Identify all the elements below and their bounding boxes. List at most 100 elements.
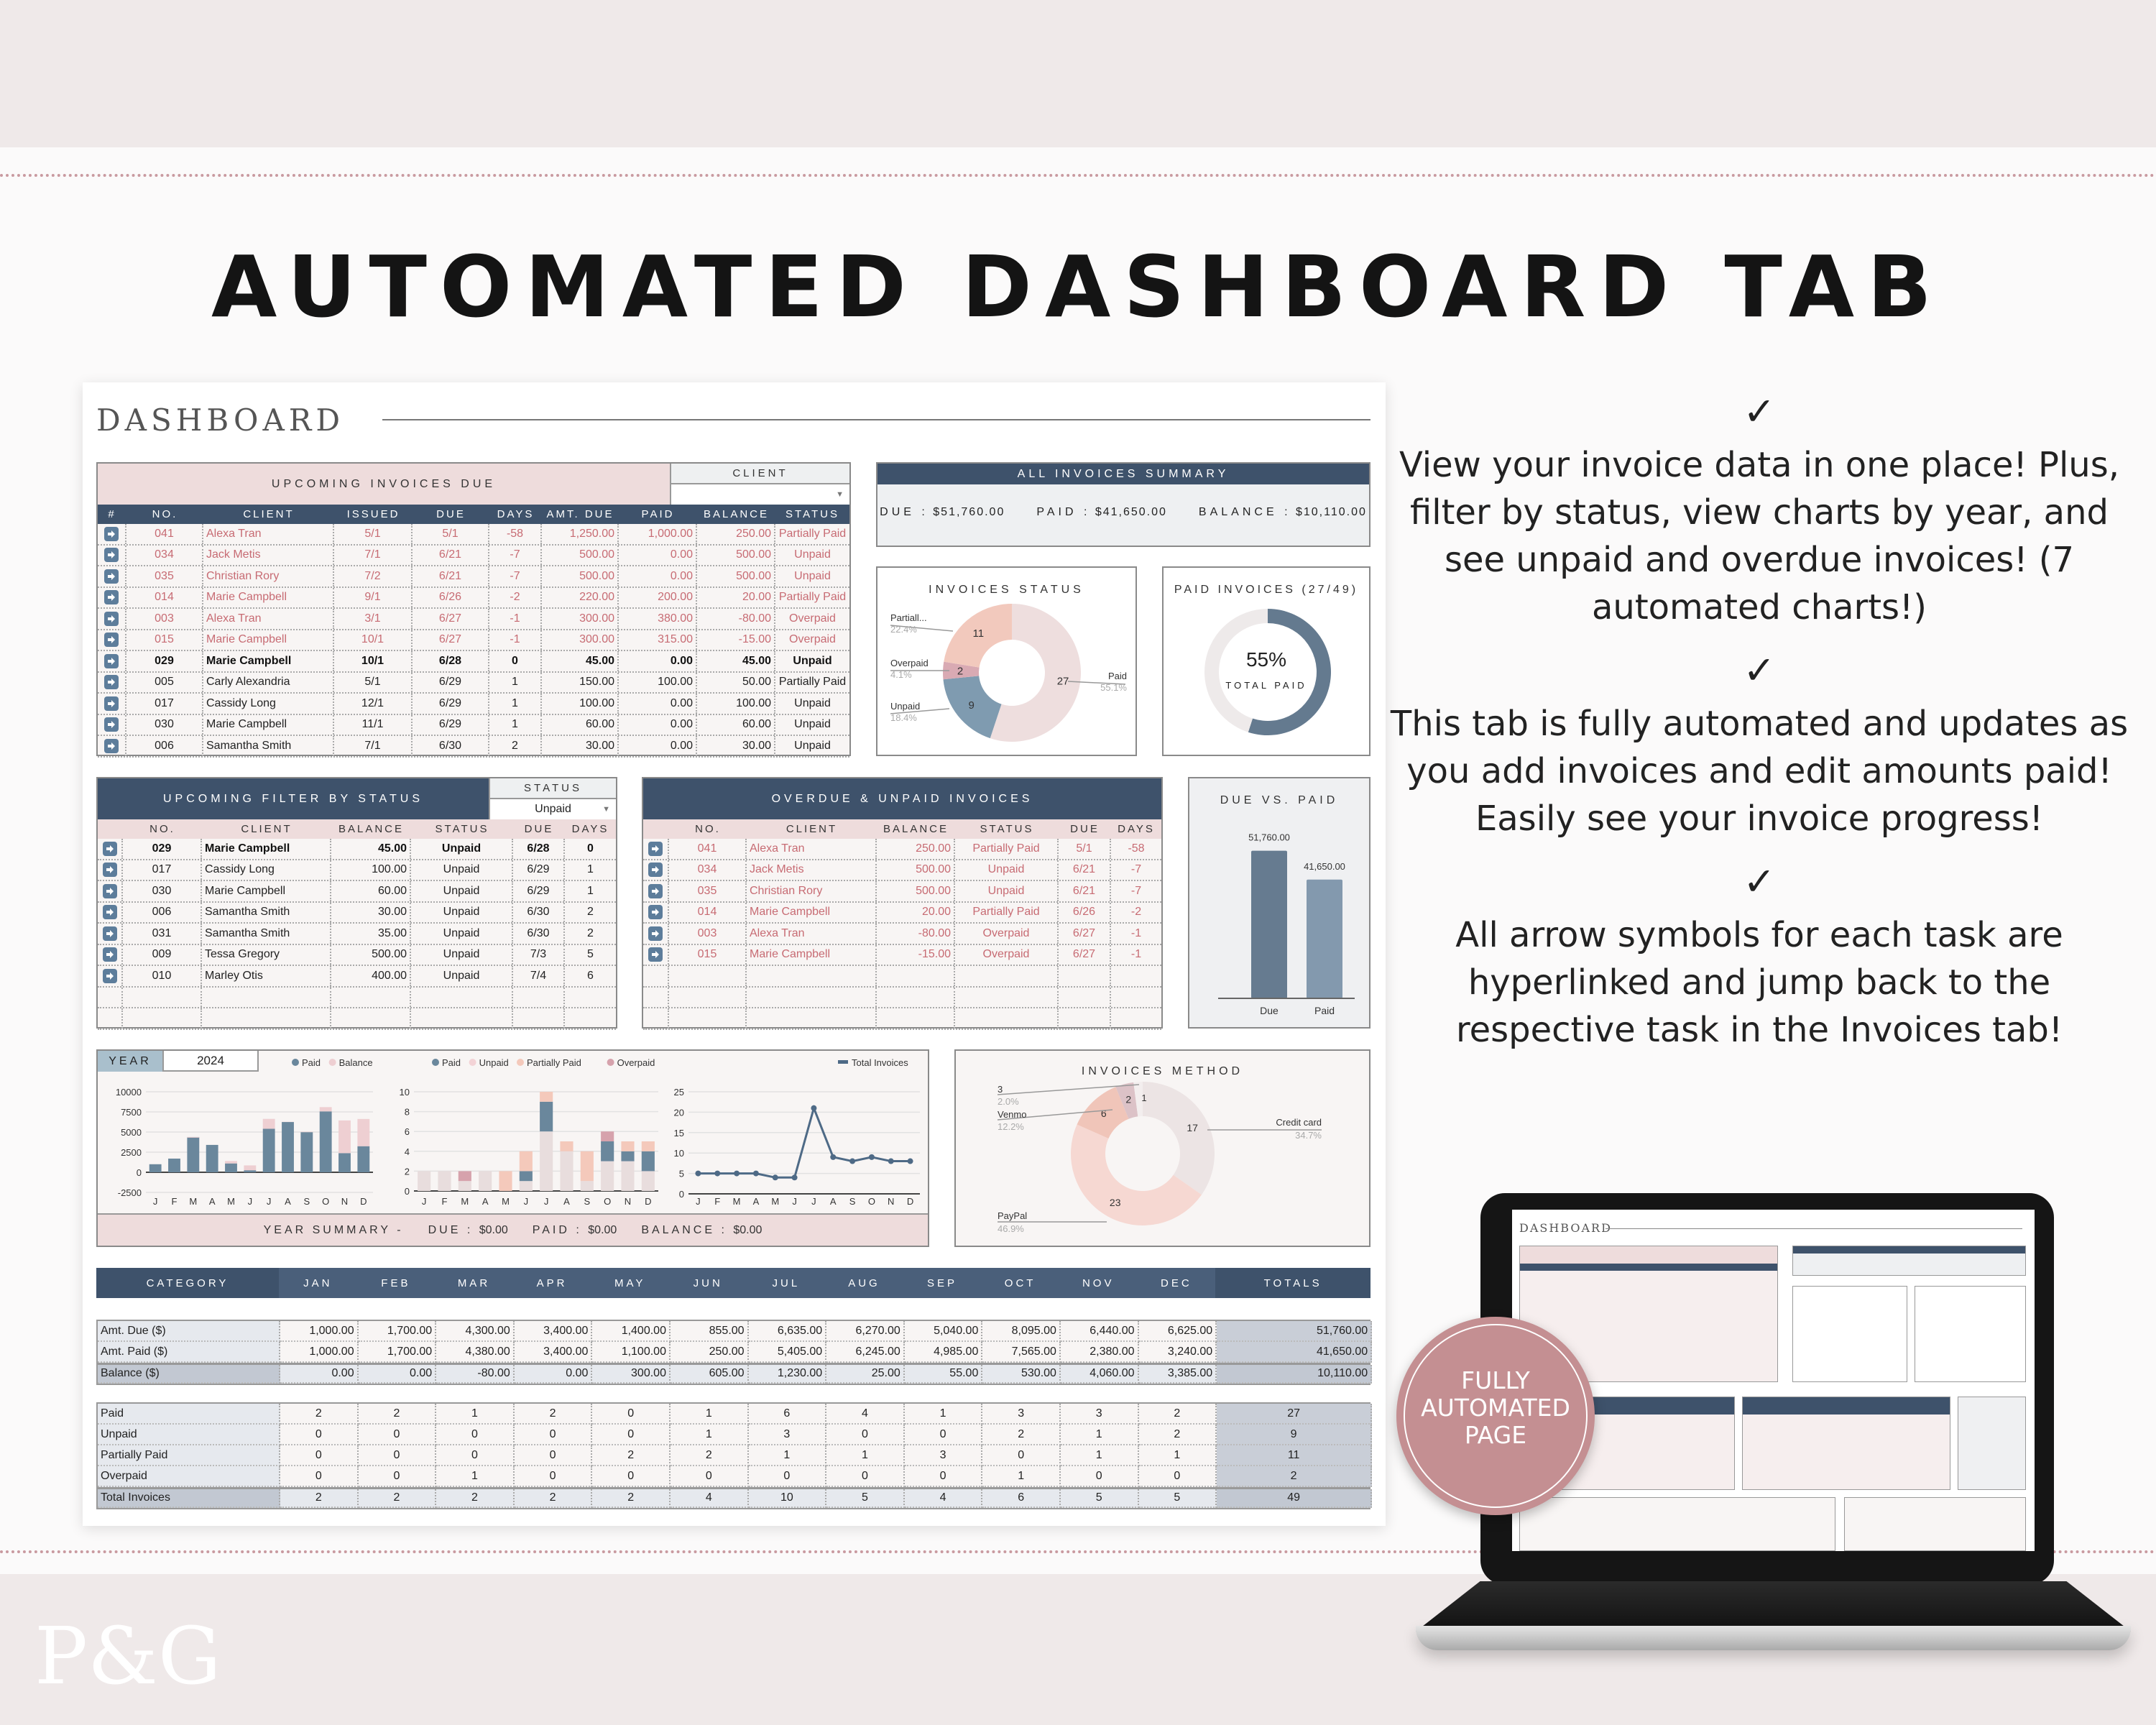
arrow-right-icon[interactable] <box>104 569 119 584</box>
arrow-right-icon[interactable] <box>648 926 663 941</box>
cell-no <box>669 987 747 1007</box>
cell-due: 5/1 <box>1059 839 1111 859</box>
month-value: 3 <box>748 1425 827 1445</box>
arrow-right-icon[interactable] <box>102 905 117 920</box>
arrow-right-icon[interactable] <box>102 841 117 856</box>
cell-client: Alexa Tran <box>747 924 877 944</box>
arrow-right-icon[interactable] <box>104 590 119 605</box>
month-value: 4,985.00 <box>904 1342 983 1363</box>
year-balance-value: $0.00 <box>733 1223 763 1236</box>
month-value: 0.00 <box>514 1365 593 1384</box>
arrow-right-icon[interactable] <box>104 526 119 541</box>
cell-days: -2 <box>489 587 542 607</box>
arrow-link-cell <box>98 545 126 565</box>
month-value: 2 <box>358 1489 437 1508</box>
cell-client <box>202 1008 331 1029</box>
cell-issued: 5/1 <box>334 524 413 544</box>
client-filter-dropdown[interactable]: ▼ <box>671 484 849 505</box>
month-value: 1,700.00 <box>358 1321 437 1342</box>
month-value: 4 <box>826 1404 905 1425</box>
month-value: 2 <box>670 1445 749 1466</box>
month-value: 3,240.00 <box>1138 1342 1217 1363</box>
cell-days: -7 <box>1130 863 1142 876</box>
slice-label-unpaid: Unpaid <box>890 701 921 712</box>
arrow-right-icon[interactable] <box>104 653 119 668</box>
amount-bar-balance <box>225 1161 237 1164</box>
arrow-right-icon[interactable] <box>102 968 117 983</box>
year-input[interactable]: 2024 <box>162 1051 259 1072</box>
arrow-right-icon[interactable] <box>104 696 119 711</box>
total-invoices-point <box>734 1170 740 1177</box>
table-row: 030 Marie Campbell 60.00 Unpaid 6/29 1 <box>98 881 616 903</box>
due-vs-paid-chart: DUE VS. PAID 51,760.00 Due 41,650.00 Paid <box>1188 777 1370 1029</box>
row-label: Balance ($) <box>98 1365 280 1384</box>
cell-amt: 30.00 <box>542 736 619 756</box>
arrow-right-icon[interactable] <box>104 611 119 626</box>
status-filter-dropdown[interactable]: Unpaid ▼ <box>490 799 616 820</box>
method-slice <box>1143 1082 1215 1195</box>
month-value: 1,400.00 <box>592 1321 671 1342</box>
month-value: 6,270.00 <box>826 1321 905 1342</box>
legend-swatch <box>328 1059 336 1066</box>
slice-value-label: 17 <box>1187 1122 1198 1133</box>
cell-days: 6 <box>587 969 594 982</box>
dropdown-arrow-icon[interactable]: ▼ <box>602 804 610 814</box>
legend-label: Unpaid <box>479 1057 509 1068</box>
arrow-link-cell <box>98 736 126 756</box>
arrow-right-icon[interactable] <box>102 862 117 878</box>
month-value: 1 <box>1060 1445 1139 1466</box>
client-filter[interactable]: CLIENT ▼ <box>670 464 849 505</box>
cell-client: Samantha Smith <box>203 736 334 756</box>
y-tick-label: 5000 <box>121 1127 142 1138</box>
column-header: DUE <box>1070 823 1100 835</box>
arrow-right-icon[interactable] <box>102 926 117 941</box>
cell-status <box>955 1008 1059 1029</box>
arrow-right-icon[interactable] <box>104 675 119 690</box>
table-row: 041 Alexa Tran 5/1 5/1 -58 1,250.00 1,000.00 25… <box>98 524 849 546</box>
dropdown-arrow-icon[interactable]: ▼ <box>836 489 844 499</box>
bar-value-label: 41,650.00 <box>1304 861 1345 872</box>
checkmark-icon: ✓ <box>1743 390 1776 433</box>
x-tick-label: N <box>341 1196 348 1207</box>
cell-due: 6/21 <box>413 545 489 565</box>
amount-bar-paid <box>187 1136 200 1172</box>
arrow-right-icon[interactable] <box>648 905 663 920</box>
cell-balance: 35.00 <box>331 924 411 944</box>
arrow-right-icon[interactable] <box>104 548 119 563</box>
paid-caption: TOTAL PAID <box>1225 680 1307 691</box>
cell-due: 6/26 <box>1059 902 1111 922</box>
cell-issued: 3/1 <box>334 609 413 629</box>
month-value: 1 <box>436 1404 515 1425</box>
arrow-right-icon[interactable] <box>102 883 117 898</box>
cell-amt: 220.00 <box>542 587 619 607</box>
invoices-status-donut: 27 9 2 11 <box>890 604 1126 742</box>
cell-balance: 400.00 <box>331 966 411 986</box>
table-row: 003 Alexa Tran -80.00 Overpaid 6/27 -1 <box>643 924 1161 945</box>
arrow-right-icon[interactable] <box>648 841 663 856</box>
x-tick-label: D <box>907 1196 913 1207</box>
cell-due <box>1059 1008 1111 1029</box>
arrow-right-icon[interactable] <box>104 738 119 753</box>
status-filter[interactable]: STATUS Unpaid ▼ <box>489 778 616 819</box>
arrow-link-cell <box>98 566 126 586</box>
arrow-right-icon[interactable] <box>104 717 119 732</box>
category-row: Overpaid 0 0 1 0 0 0 0 0 0 1 0 0 2 <box>98 1466 1373 1487</box>
month-value: 0 <box>748 1466 827 1487</box>
amount-bar-balance <box>244 1165 257 1171</box>
amount-bar-paid <box>149 1164 162 1172</box>
row-label: Amt. Due ($) <box>98 1321 280 1342</box>
arrow-right-icon[interactable] <box>648 947 663 962</box>
amount-bar-paid <box>338 1153 351 1172</box>
month-value: 0.00 <box>358 1365 437 1384</box>
arrow-right-icon[interactable] <box>104 632 119 648</box>
arrow-right-icon[interactable] <box>648 862 663 878</box>
x-tick-label: A <box>563 1196 570 1207</box>
arrow-link-cell <box>98 924 123 944</box>
arrow-right-icon[interactable] <box>102 947 117 962</box>
cell-client: Jack Metis <box>747 860 877 880</box>
month-value: 2 <box>436 1489 515 1508</box>
cell-status: Partially Paid <box>778 591 847 604</box>
column-header: NO. <box>152 508 178 520</box>
arrow-right-icon[interactable] <box>648 883 663 898</box>
feature-list: ✓ View your invoice data in one place! Pl… <box>1386 388 2133 1070</box>
